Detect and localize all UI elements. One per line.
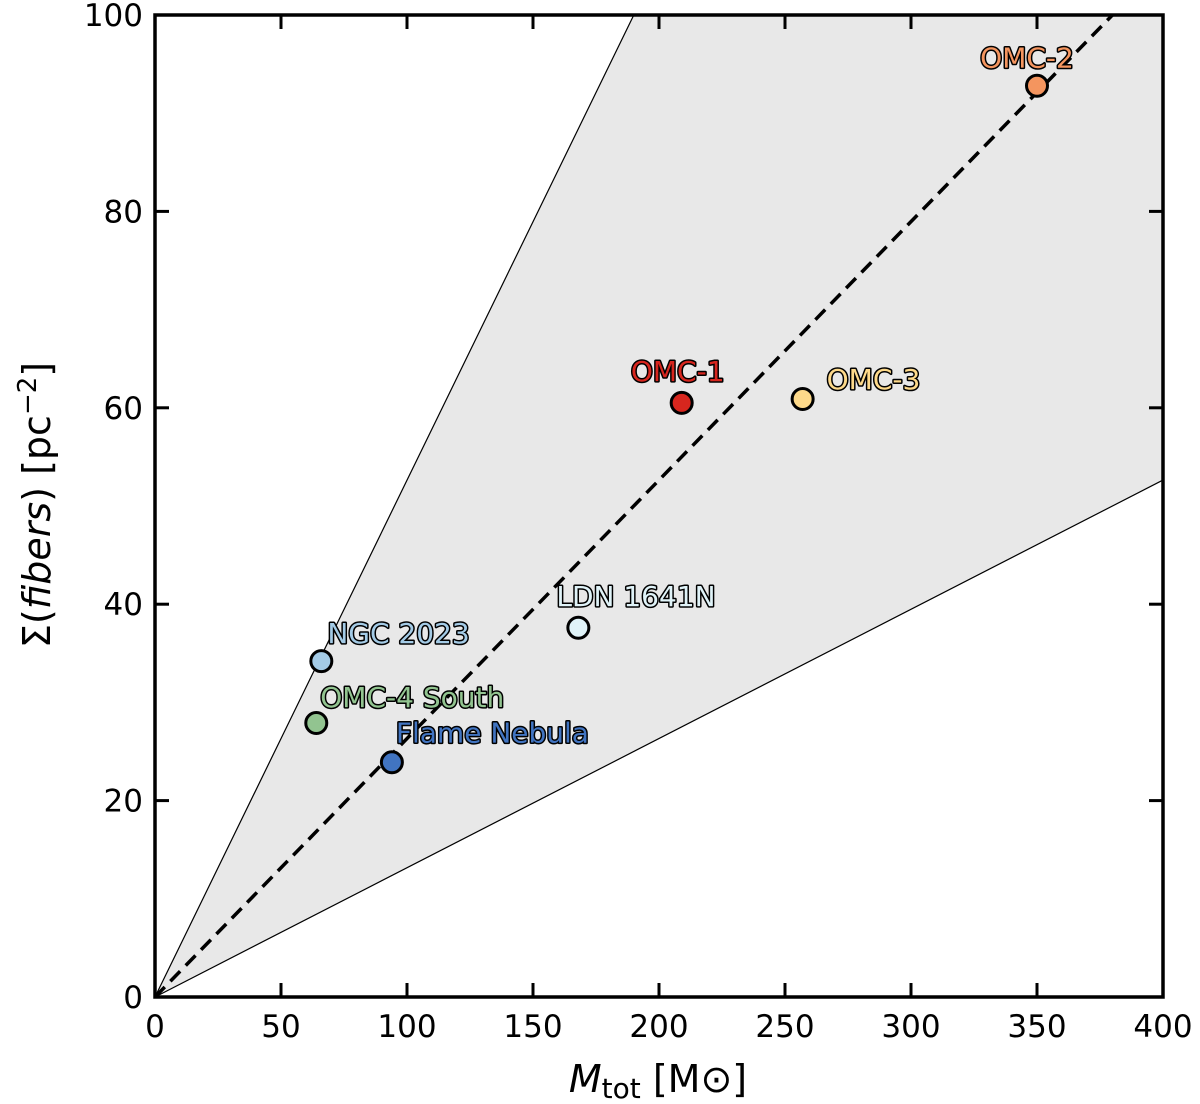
fit-line: [155, 15, 1114, 997]
x-tick-label: 200: [629, 1009, 688, 1045]
plot-area: OMC-2 OMC-1 OMC-3 LDN 1641N NGC 2023 OMC-4 So…: [155, 15, 1163, 997]
y-tick-label: 60: [104, 391, 143, 427]
data-point-label: OMC-3: [827, 363, 921, 396]
x-tick-label: 350: [1007, 1009, 1066, 1045]
data-point-label: NGC 2023: [327, 617, 469, 650]
x-tick-label: 50: [261, 1009, 300, 1045]
data-point: [304, 711, 329, 736]
y-tick-label: 0: [123, 980, 143, 1016]
y-axis-label: Σ(fibers) [pc−2]: [13, 362, 59, 648]
data-point-label: LDN 1641N: [556, 580, 715, 613]
x-tick-label: 0: [145, 1009, 165, 1045]
x-tick-label: 100: [377, 1009, 436, 1045]
y-tick-label: 20: [104, 784, 143, 820]
data-point-label: OMC-2: [980, 42, 1074, 75]
band-upper-boundary: [155, 15, 635, 997]
data-point: [1025, 73, 1049, 98]
x-axis-label: Mtot [M⊙]: [569, 1057, 747, 1104]
data-point-label: Flame Nebula: [396, 716, 589, 749]
x-tick-label: 150: [503, 1009, 562, 1045]
data-point: [566, 615, 591, 640]
data-point: [379, 750, 404, 775]
data-point: [309, 649, 334, 674]
y-tick-label: 80: [104, 194, 143, 230]
data-point-label: OMC-1: [631, 355, 725, 388]
plot-inner: [155, 15, 1163, 997]
x-tick-label: 250: [755, 1009, 814, 1045]
x-tick-label: 400: [1133, 1009, 1192, 1045]
y-tick-label: 40: [104, 587, 143, 623]
data-point-label: OMC-4 South: [320, 681, 504, 714]
band-lower-boundary: [155, 479, 1163, 997]
y-tick-label: 100: [84, 0, 143, 34]
shaded-band: [155, 15, 1163, 997]
data-point: [669, 390, 694, 415]
x-tick-label: 300: [881, 1009, 940, 1045]
axes: 0 50 100 150 200 250 300 350 400 0 20 40 60 80 100: [84, 0, 1193, 1045]
data-point: [790, 386, 815, 411]
